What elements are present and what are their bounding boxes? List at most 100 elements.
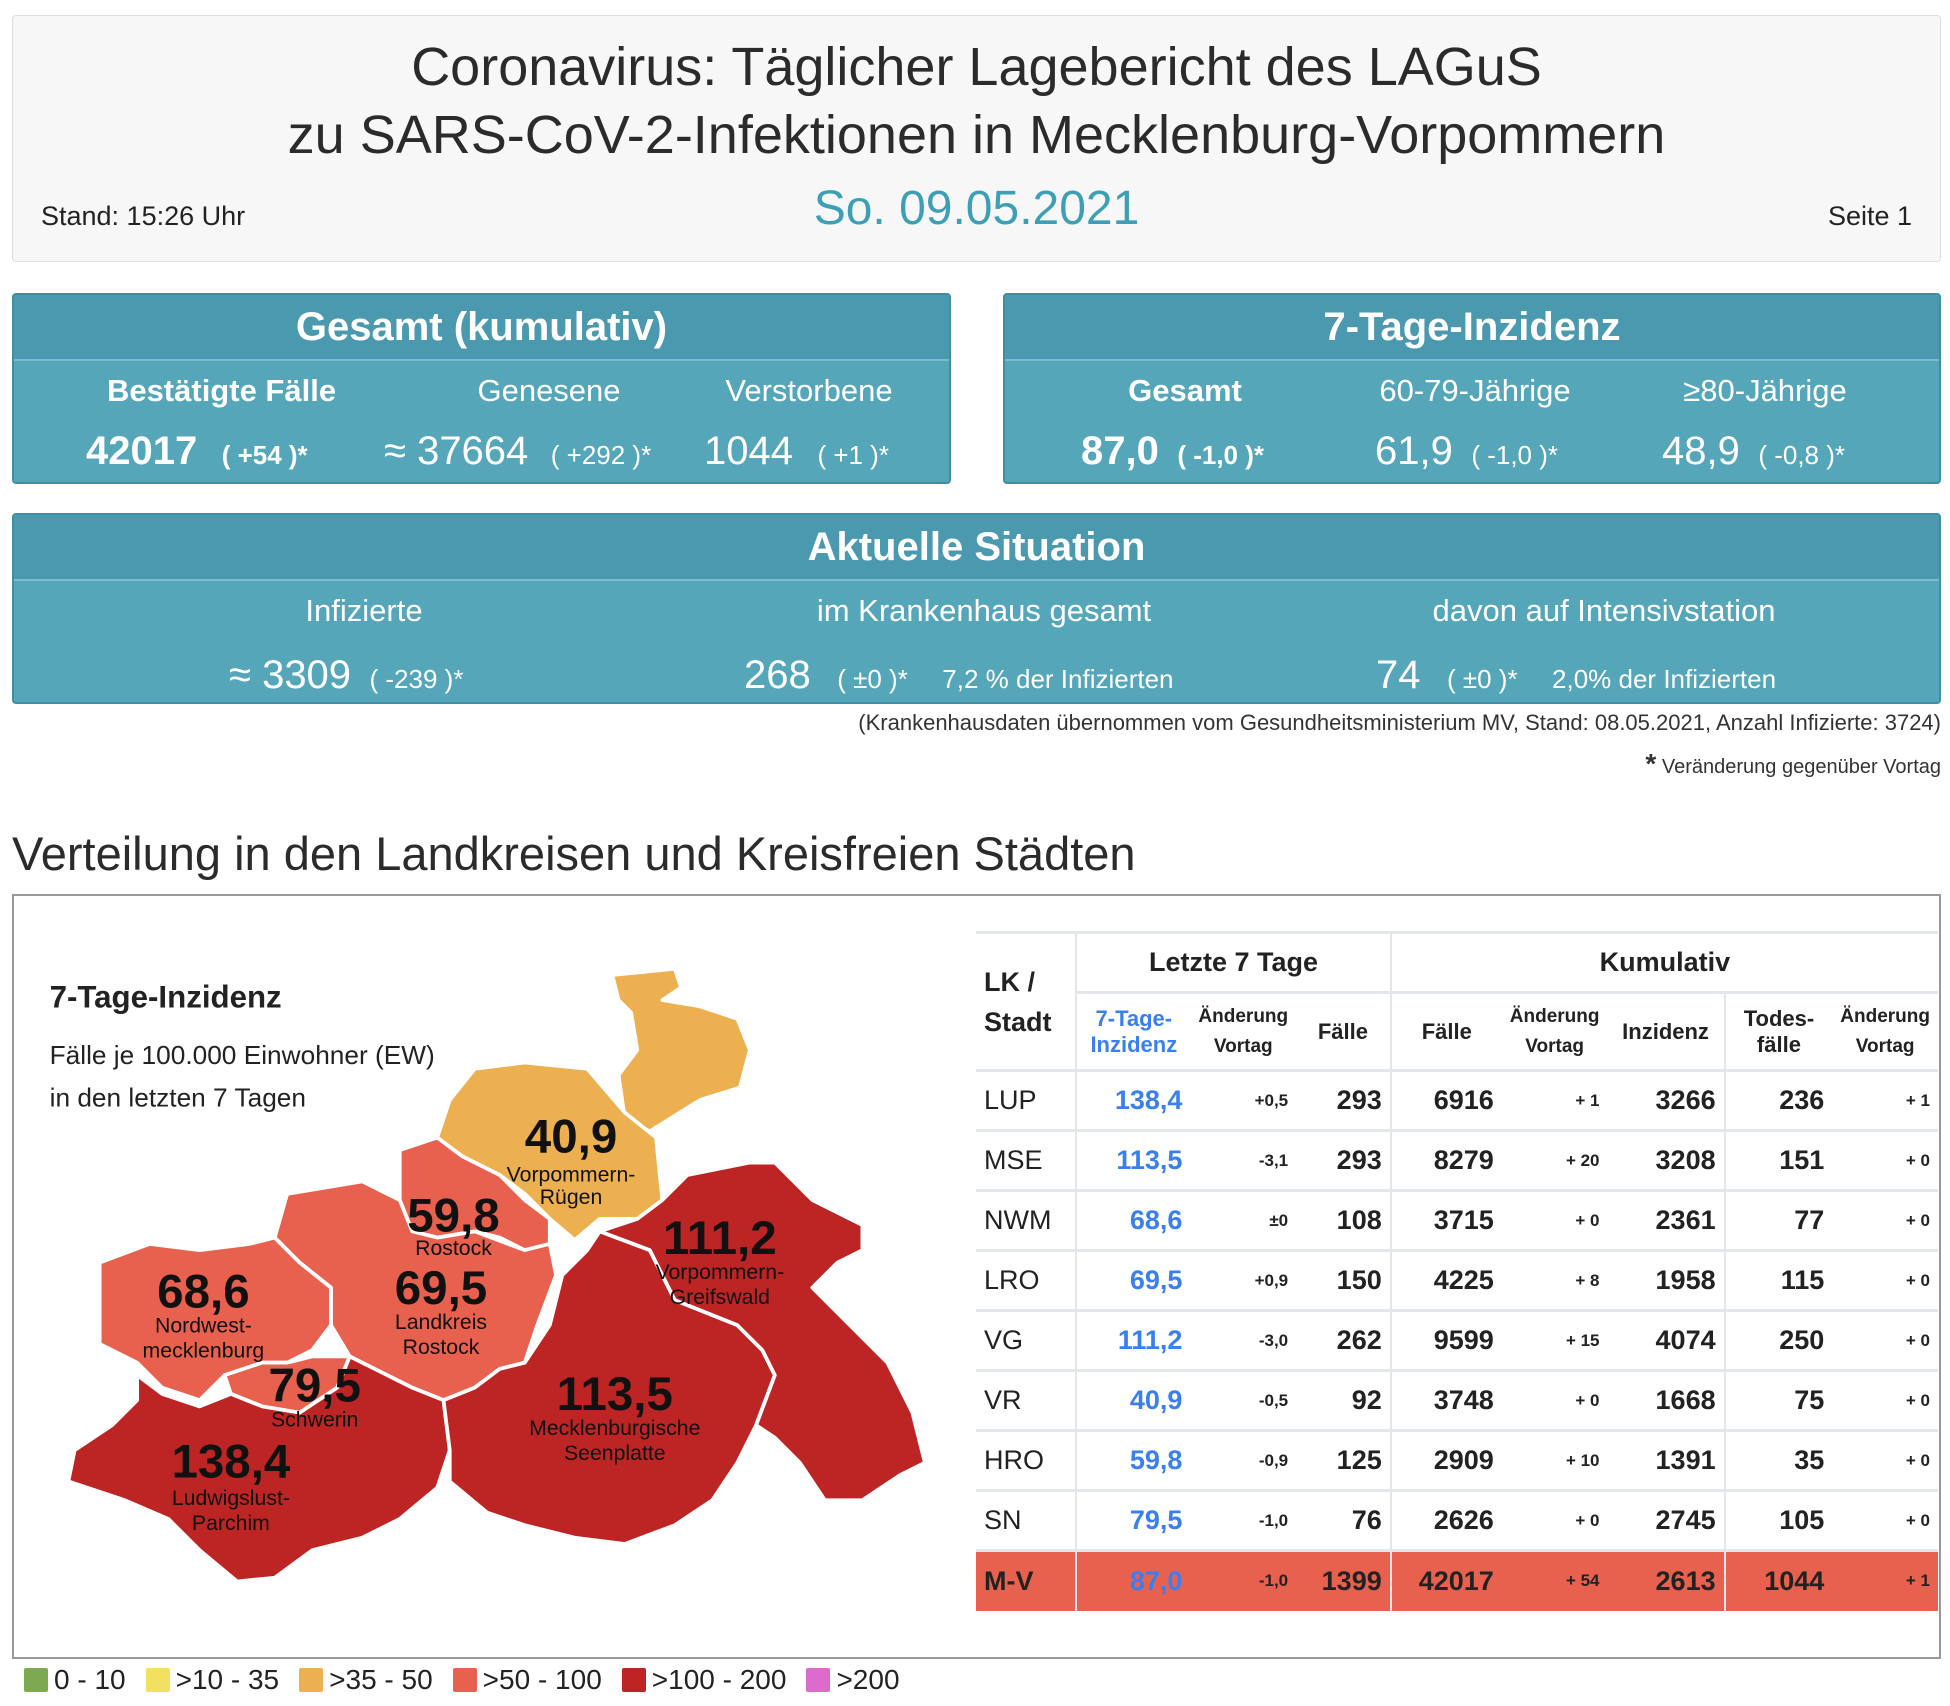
cell-kum-faelle: 6916 [1389,1069,1502,1131]
table-row: LUP 138,4 +0,5 293 6916 + 1 3266 236 + 1 [976,1069,1938,1131]
cell-faelle: 108 [1296,1189,1391,1251]
inzidenz-60-change: ( -1,0 )* [1471,440,1558,470]
col-faelle: Fälle [1296,991,1391,1071]
cell-lk: NWM [976,1189,1077,1251]
map-name-vg: Vorpommern- [655,1260,784,1284]
map-name-vr: Vorpommern- [507,1162,636,1186]
cell-aenderung: -1,0 [1190,1489,1297,1551]
cell-tote-aenderung: + 1 [1832,1549,1938,1611]
inzidenz-total-label: Gesamt [1128,373,1242,408]
aktuell-panel: Aktuelle Situation Infizierte im Kranken… [12,513,1941,704]
cell-aenderung: -1,0 [1190,1549,1297,1611]
cell-aenderung: -0,9 [1190,1429,1297,1491]
map-value-lup: 138,4 [171,1436,290,1489]
legend-item: 0 - 10 [24,1664,126,1696]
total-row: M-V 87,0 -1,0 1399 42017 + 54 2613 1044 … [976,1549,1938,1611]
cell-todesfaelle: 77 [1723,1189,1833,1251]
legend-label: >50 - 100 [482,1664,602,1695]
map-region-vr-island[interactable] [610,966,752,1134]
infected-label: Infizierte [305,593,423,628]
cell-lk: SN [976,1489,1077,1551]
map-region-lup[interactable] [66,1354,452,1584]
cell-kum-inzidenz: 1668 [1607,1369,1725,1431]
cell-tote-aenderung: + 0 [1832,1489,1938,1551]
legend-item: >10 - 35 [145,1664,280,1696]
cell-todesfaelle: 35 [1723,1429,1833,1491]
hospital-change: ( ±0 )* [837,664,908,694]
map-region-nwm[interactable] [97,1235,333,1403]
gesamt-title: Gesamt (kumulativ) [14,295,949,361]
legend-swatch-icon [452,1668,477,1692]
legend-label: >10 - 35 [175,1664,280,1695]
cell-faelle: 262 [1296,1309,1391,1371]
cell-lk: LUP [976,1069,1077,1131]
cell-faelle: 1399 [1296,1549,1391,1611]
cell-kum-faelle: 4225 [1389,1249,1502,1311]
cell-inzidenz: 138,4 [1075,1069,1191,1131]
cell-kum-aenderung: + 15 [1501,1309,1608,1371]
inzidenz-60-label: 60-79-Jährige [1379,373,1571,408]
cell-todesfaelle: 105 [1723,1489,1833,1551]
cell-kum-inzidenz: 3208 [1607,1129,1725,1191]
map-value-mse: 113,5 [557,1368,673,1421]
map-subtitle-1: Fälle je 100.000 Einwohner (EW) [50,1040,435,1070]
cell-kum-faelle: 3748 [1389,1369,1502,1431]
map-name2-lro: Rostock [403,1335,480,1359]
cell-kum-inzidenz: 2745 [1607,1489,1725,1551]
inzidenz-panel: 7-Tage-Inzidenz Gesamt 60-79-Jährige ≥80… [1003,293,1941,484]
icu-change: ( ±0 )* [1446,664,1518,694]
cell-lk: VG [976,1309,1077,1371]
table-row: NWM 68,6 ±0 108 3715 + 0 2361 77 + 0 [976,1189,1938,1251]
cell-kum-aenderung: + 20 [1501,1129,1608,1191]
cell-aenderung: +0,5 [1190,1069,1297,1131]
map-subtitle-2: in den letzten 7 Tagen [50,1082,306,1112]
cell-kum-aenderung: + 54 [1501,1549,1608,1611]
cell-faelle: 76 [1296,1489,1391,1551]
map-value-vr: 40,9 [525,1111,617,1164]
cell-inzidenz: 69,5 [1075,1249,1191,1311]
legend-swatch-icon [299,1668,324,1692]
inzidenz-80-label: ≥80-Jährige [1683,373,1847,408]
cell-tote-aenderung: + 0 [1832,1429,1938,1491]
map-region-vg[interactable] [597,1160,927,1503]
legend-swatch-icon [621,1668,646,1692]
legend-label: 0 - 10 [54,1664,126,1695]
cell-faelle: 293 [1296,1069,1391,1131]
map-value-hro: 59,8 [407,1189,499,1242]
recovered-label: Genesene [477,373,621,408]
cell-aenderung: ±0 [1190,1189,1297,1251]
cell-kum-faelle: 2626 [1389,1489,1502,1551]
inzidenz-80-value: 48,9 [1662,429,1740,473]
hospital-percent: 7,2 % der Infizierten [942,664,1174,694]
cell-tote-aenderung: + 0 [1832,1249,1938,1311]
cell-lk: M-V [976,1549,1077,1611]
cell-tote-aenderung: + 0 [1832,1189,1938,1251]
map-name-sn: Schwerin [271,1407,358,1431]
cell-kum-aenderung: + 0 [1501,1489,1608,1551]
cell-kum-aenderung: + 0 [1501,1189,1608,1251]
cell-tote-aenderung: + 0 [1832,1129,1938,1191]
map-title: 7-Tage-Inzidenz [50,980,282,1015]
map-name-mse: Mecklenburgische [529,1416,700,1440]
map-value-sn: 79,5 [268,1359,360,1412]
cell-faelle: 150 [1296,1249,1391,1311]
stand-time: Stand: 15:26 Uhr [41,201,246,231]
footnote-star: * [1645,748,1657,779]
legend-label: >100 - 200 [651,1664,787,1695]
cell-kum-aenderung: + 0 [1501,1369,1608,1431]
legend-swatch-icon [24,1668,48,1692]
deceased-value: 1044 [704,429,793,473]
confirmed-value: 42017 [86,429,198,473]
cell-inzidenz: 59,8 [1075,1429,1191,1491]
legend-item: >35 - 50 [299,1664,433,1696]
cell-kum-inzidenz: 1391 [1607,1429,1725,1491]
cell-inzidenz: 87,0 [1075,1549,1191,1611]
deceased-label: Verstorbene [725,373,893,408]
cell-kum-inzidenz: 2361 [1607,1189,1725,1251]
cell-faelle: 125 [1296,1429,1391,1491]
cell-todesfaelle: 250 [1723,1309,1833,1371]
cell-kum-faelle: 2909 [1389,1429,1502,1491]
table-row: MSE 113,5 -3,1 293 8279 + 20 3208 151 + … [976,1129,1938,1191]
cell-inzidenz: 68,6 [1075,1189,1191,1251]
cell-todesfaelle: 151 [1723,1129,1833,1191]
